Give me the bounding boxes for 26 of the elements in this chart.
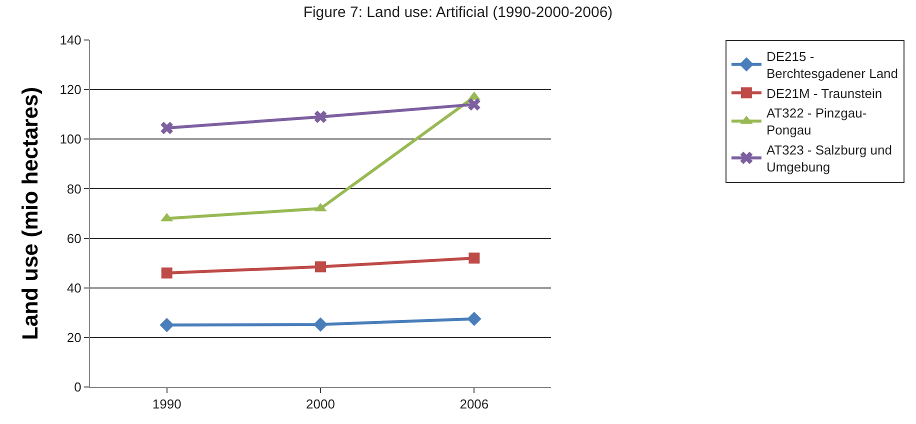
x-tick-label: 2000 xyxy=(306,396,335,412)
y-tick-label: 120 xyxy=(60,82,82,98)
y-axis-title: Land use (mio hectares) xyxy=(17,86,42,340)
point xyxy=(467,312,482,326)
point xyxy=(313,317,328,332)
point xyxy=(468,98,480,111)
legend-label: AT322 - Pinzgau-Pongau xyxy=(766,106,867,138)
legend-label: DE21M - Traunstein xyxy=(766,86,882,101)
y-tick-label: 40 xyxy=(66,280,82,296)
point xyxy=(160,122,174,134)
y-tick-label: 80 xyxy=(66,181,82,196)
point xyxy=(315,261,326,272)
legend-label: AT323 - Salzburg und Umgebung xyxy=(766,142,892,174)
y-tick-label: 0 xyxy=(74,380,82,395)
point xyxy=(161,267,172,278)
x-tick-label: 1990 xyxy=(152,396,182,412)
x-tick-label: 2006 xyxy=(460,396,489,412)
point xyxy=(160,318,174,332)
point xyxy=(468,252,480,264)
y-tick-label: 20 xyxy=(66,330,82,345)
y-tick-label: 60 xyxy=(66,230,82,246)
y-tick-label: 140 xyxy=(60,32,82,48)
point xyxy=(314,110,327,124)
y-tick-label: 100 xyxy=(60,132,82,147)
legend-label: DE215 - Berchtesgadener Land xyxy=(766,49,898,81)
chart-title: Figure 7: Land use: Artificial (1990-2000-2006) xyxy=(303,4,613,21)
